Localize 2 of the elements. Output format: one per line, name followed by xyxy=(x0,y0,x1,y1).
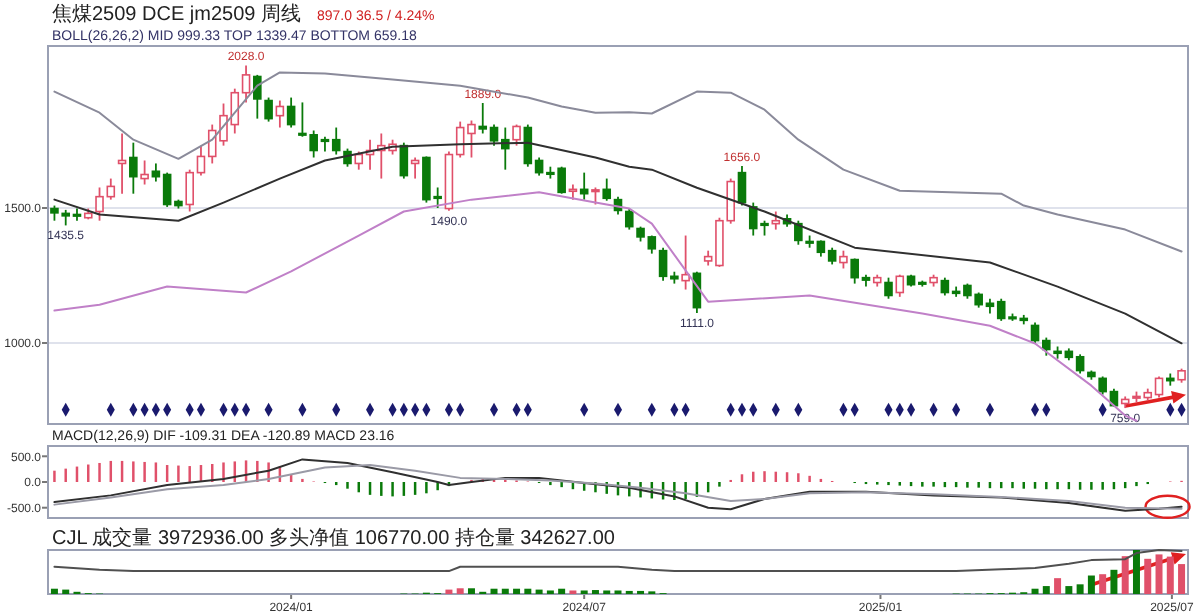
chart-title: 焦煤2509 DCE jm2509 周线 xyxy=(52,2,301,26)
chart-title: CJL 成交量 3972936.00 多头净值 106770.00 持仓量 342627.00 xyxy=(52,526,616,550)
